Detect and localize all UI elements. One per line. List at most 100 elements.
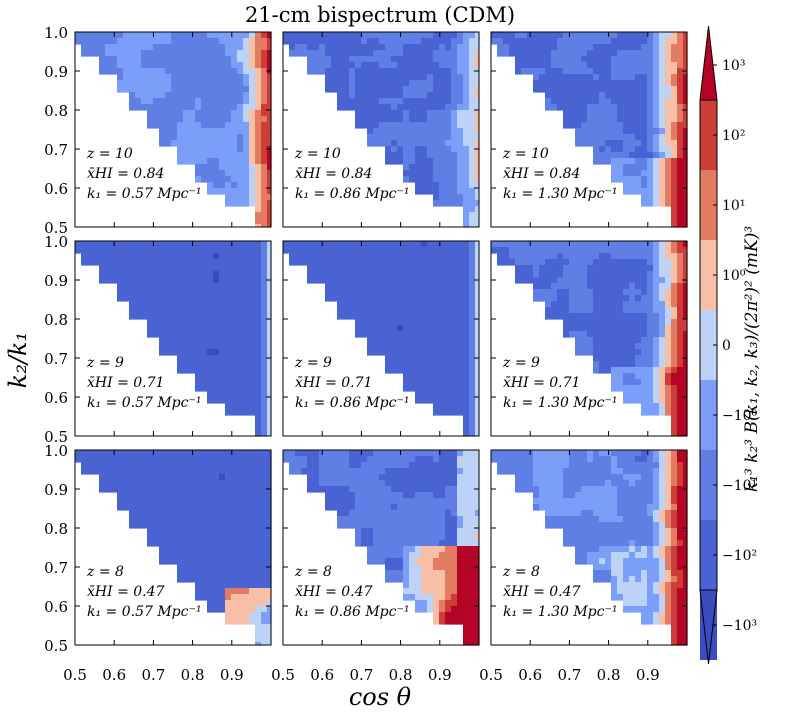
contour-cell (261, 116, 268, 123)
contour-cell (653, 343, 660, 350)
contour-cell (641, 116, 648, 123)
contour-cell (641, 259, 648, 266)
contour-cell (171, 56, 178, 63)
contour-cell (439, 462, 446, 469)
contour-cell (665, 98, 672, 105)
contour-cell (409, 295, 416, 302)
contour-cell (255, 576, 262, 583)
contour-cell (677, 253, 684, 260)
contour-cell (475, 188, 480, 195)
contour-cell (231, 570, 238, 577)
contour-cell (641, 385, 648, 392)
contour-cell (659, 259, 666, 266)
contour-cell (177, 486, 184, 493)
contour-cell (147, 307, 154, 314)
contour-cell (289, 38, 296, 45)
contour-cell (123, 486, 130, 493)
contour-cell (379, 450, 386, 457)
contour-cell (557, 74, 564, 81)
contour-cell (665, 313, 672, 320)
contour-cell (213, 307, 220, 314)
contour-cell (415, 182, 422, 189)
contour-cell (427, 486, 434, 493)
contour-cell (307, 277, 314, 284)
contour-cell (129, 468, 136, 475)
contour-cell (153, 122, 160, 129)
contour-cell (337, 253, 344, 260)
contour-cell (427, 158, 434, 165)
contour-cell (255, 468, 262, 475)
contour-cell (575, 259, 582, 266)
contour-cell (451, 486, 458, 493)
contour-cell (289, 259, 296, 266)
contour-cell (213, 319, 220, 326)
contour-cell (623, 146, 630, 153)
contour-cell (641, 146, 648, 153)
contour-cell (231, 385, 238, 392)
contour-cell (313, 32, 320, 39)
contour-cell (671, 253, 678, 260)
contour-cell (99, 56, 106, 63)
contour-cell (433, 492, 440, 499)
contour-cell (343, 32, 350, 39)
contour-cell (439, 534, 446, 541)
contour-cell (445, 516, 452, 523)
contour-cell (213, 188, 220, 195)
contour-cell (237, 558, 244, 565)
contour-cell (469, 289, 476, 296)
contour-cell (503, 241, 510, 248)
contour-cell (475, 319, 480, 326)
contour-cell (123, 289, 130, 296)
contour-cell (593, 38, 600, 45)
contour-cell (355, 295, 362, 302)
contour-cell (207, 265, 214, 272)
contour-cell (635, 92, 642, 99)
contour-cell (581, 337, 588, 344)
contour-cell (605, 343, 612, 350)
contour-cell (475, 474, 480, 481)
contour-cell (475, 522, 480, 529)
contour-cell (463, 212, 470, 219)
contour-cell (463, 325, 470, 332)
contour-cell (255, 624, 262, 631)
contour-cell (605, 289, 612, 296)
contour-cell (195, 385, 202, 392)
contour-cell (683, 86, 688, 93)
contour-cell (439, 319, 446, 326)
contour-cell (261, 564, 268, 571)
contour-cell (219, 301, 226, 308)
contour-cell (219, 110, 226, 117)
contour-cell (135, 456, 142, 463)
contour-cell (527, 68, 534, 75)
contour-cell (225, 618, 232, 625)
contour-cell (551, 253, 558, 260)
contour-cell (379, 480, 386, 487)
contour-cell (249, 307, 256, 314)
contour-cell (243, 170, 250, 177)
contour-cell (177, 295, 184, 302)
contour-cell (171, 552, 178, 559)
contour-cell (183, 283, 190, 290)
contour-cell (237, 546, 244, 553)
contour-cell (153, 271, 160, 278)
contour-cell (195, 128, 202, 135)
contour-cell (379, 546, 386, 553)
contour-cell (159, 462, 166, 469)
contour-cell (391, 110, 398, 117)
contour-cell (581, 38, 588, 45)
contour-cell (117, 80, 124, 87)
contour-cell (509, 44, 516, 51)
contour-cell (629, 397, 636, 404)
contour-cell (683, 212, 688, 219)
contour-cell (469, 462, 476, 469)
contour-cell (433, 44, 440, 51)
contour-cell (551, 32, 558, 39)
contour-cell (593, 110, 600, 117)
contour-cell (569, 44, 576, 51)
contour-cell (427, 510, 434, 517)
contour-cell (153, 38, 160, 45)
contour-cell (201, 164, 208, 171)
contour-cell (463, 206, 470, 213)
contour-cell (469, 56, 476, 63)
contour-cell (225, 456, 232, 463)
